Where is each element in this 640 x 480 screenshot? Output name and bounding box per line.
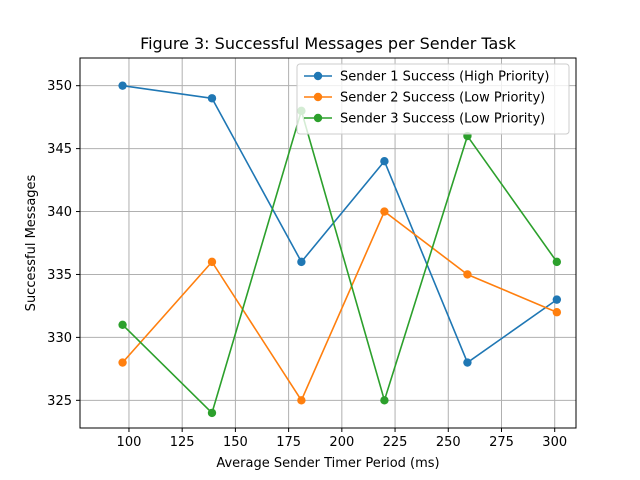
series-2-point xyxy=(118,358,127,367)
series-1-point xyxy=(297,257,306,267)
series-3-line xyxy=(122,110,558,414)
series-3-point xyxy=(380,396,389,405)
series-3-point xyxy=(552,257,562,267)
series-1-point xyxy=(118,81,127,90)
y-tick-label: 340 xyxy=(47,205,72,220)
legend-item: Sender 3 Success (Low Priority) xyxy=(304,112,545,127)
y-tick-label: 325 xyxy=(47,394,72,409)
x-tick-label: 100 xyxy=(117,435,142,450)
x-axis-title: Average Sender Timer Period (ms) xyxy=(216,456,439,471)
legend: Sender 1 Success (High Priority) Sender 2… xyxy=(296,63,570,135)
legend-item: Sender 1 Success (High Priority) xyxy=(304,70,550,85)
y-axis-title: Successful Messages xyxy=(24,174,39,311)
y-tick-label: 345 xyxy=(47,142,72,157)
legend-swatch-marker xyxy=(313,113,323,123)
legend-label: Sender 3 Success (Low Priority) xyxy=(340,112,545,127)
x-tick-label: 225 xyxy=(383,435,408,450)
legend-item: Sender 2 Success (Low Priority) xyxy=(304,91,545,106)
x-tick-label: 200 xyxy=(329,435,354,450)
y-tick-label: 350 xyxy=(47,79,72,94)
x-tick-label: 275 xyxy=(489,435,514,450)
legend-label: Sender 2 Success (Low Priority) xyxy=(340,91,545,106)
series-3-point xyxy=(207,408,217,418)
series-2-point xyxy=(380,207,389,216)
y-tick-label: 330 xyxy=(47,331,72,346)
legend-label: Sender 1 Success (High Priority) xyxy=(340,70,550,85)
series-layer xyxy=(118,81,562,418)
series-2-line xyxy=(121,210,558,402)
legend-swatch-marker xyxy=(313,71,323,81)
series-2 xyxy=(118,207,562,405)
legend-swatch-marker xyxy=(313,92,323,102)
series-1-point xyxy=(552,295,562,304)
x-tick-label: 150 xyxy=(223,435,248,450)
series-1-point xyxy=(380,156,389,166)
legend-box xyxy=(296,63,570,135)
x-tick-label: 125 xyxy=(170,435,195,450)
series-2-point xyxy=(297,396,306,405)
series-1-point xyxy=(207,94,217,103)
x-tick-label: 250 xyxy=(436,435,461,450)
series-2-point xyxy=(207,257,217,267)
x-axis: 100 125 150 175 200 225 250 275 300 xyxy=(117,428,567,450)
y-tick-label: 335 xyxy=(47,268,72,283)
series-2-point xyxy=(552,308,562,317)
y-axis: 325 330 335 340 345 350 xyxy=(47,79,80,409)
series-1-line xyxy=(122,84,558,364)
series-3-point xyxy=(118,320,127,330)
plot-frame xyxy=(79,57,577,429)
x-tick-label: 175 xyxy=(276,435,301,450)
series-1-point xyxy=(463,358,472,367)
chart-title: Figure 3: Successful Messages per Sender… xyxy=(140,34,517,53)
x-tick-label: 300 xyxy=(542,435,567,450)
series-2-point xyxy=(463,270,472,279)
series-1 xyxy=(118,81,562,367)
series-3 xyxy=(118,106,562,418)
